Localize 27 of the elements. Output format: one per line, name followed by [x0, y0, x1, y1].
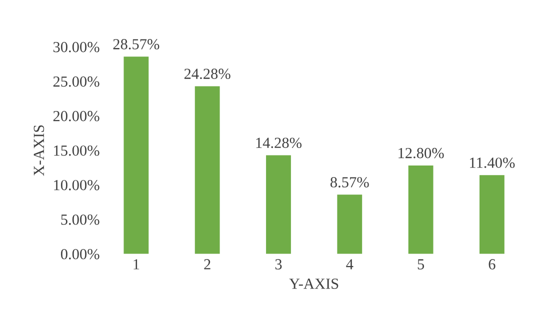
bar [124, 56, 149, 254]
bar [337, 194, 362, 254]
x-tick-label: 5 [418, 259, 424, 270]
x-tick-label: 1 [134, 259, 140, 270]
y-tick-label: 10.00% [54, 180, 100, 190]
x-tick-label: 3 [275, 259, 282, 270]
y-tick-label: 0.00% [60, 248, 100, 260]
x-tick-label: 4 [346, 259, 354, 270]
bar [266, 155, 291, 254]
x-tick-label: 6 [488, 259, 496, 270]
data-label: 11.40% [470, 158, 515, 168]
data-label: 14.28% [256, 138, 302, 148]
data-label: 28.57% [113, 39, 160, 50]
data-label: 8.57% [330, 177, 369, 188]
y-tick-label: 30.00% [53, 42, 100, 52]
y-tick-label: 5.00% [61, 214, 100, 225]
y-tick-label: 25.00% [53, 76, 100, 87]
data-label: 24.28% [184, 68, 230, 80]
x-tick-label: 2 [204, 259, 210, 270]
x-axis-title: Y-AXIS [289, 278, 338, 289]
y-axis-title: X-AXIS [34, 125, 44, 176]
data-label: 12.80% [398, 148, 444, 158]
bar [480, 175, 504, 254]
y-tick-label: 20.00% [53, 110, 100, 122]
bar [408, 165, 434, 254]
bar [194, 86, 220, 254]
y-tick-label: 15.00% [54, 145, 100, 156]
